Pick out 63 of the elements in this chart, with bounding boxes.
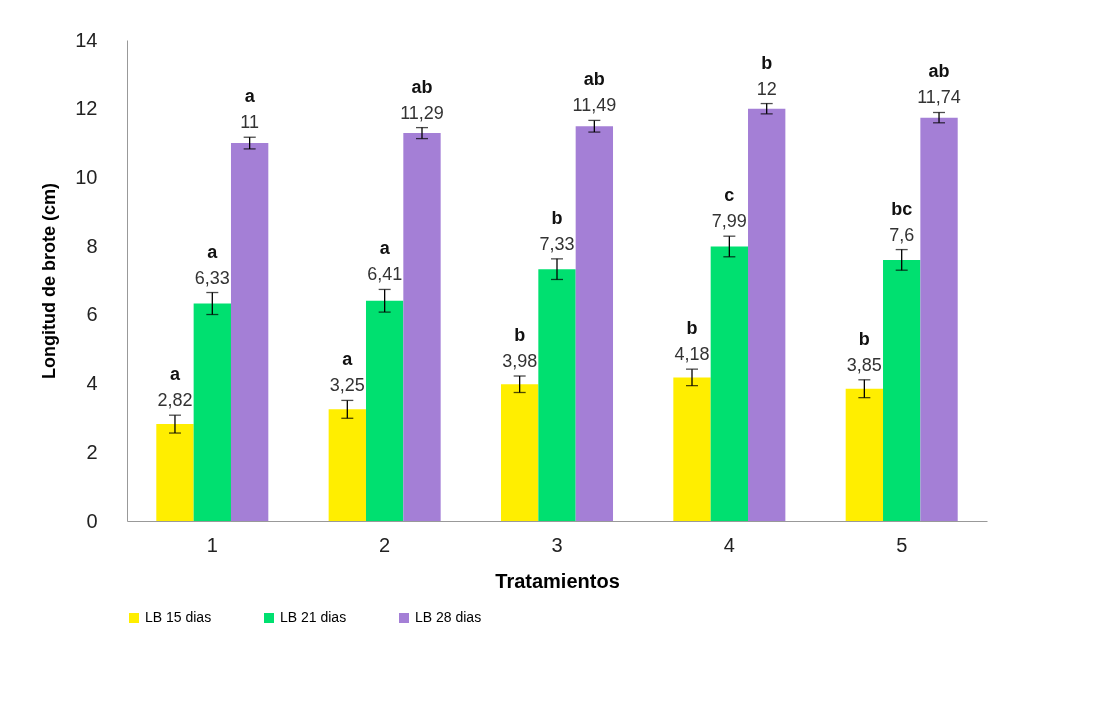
data-label: 3,85 bbox=[846, 354, 882, 375]
annotation: ab bbox=[583, 69, 605, 90]
y-tick-label: 4 bbox=[86, 372, 98, 395]
x-tick-label: 3 bbox=[551, 533, 563, 556]
data-label: 11,49 bbox=[572, 95, 617, 116]
data-label: 3,98 bbox=[502, 351, 538, 372]
data-label: 11,74 bbox=[917, 87, 961, 108]
bar bbox=[575, 126, 614, 521]
bar bbox=[845, 388, 884, 521]
data-label: 6,41 bbox=[367, 264, 403, 285]
y-tick-label: 6 bbox=[86, 303, 98, 326]
data-label: 7,6 bbox=[889, 224, 915, 245]
data-label: 11,29 bbox=[400, 102, 444, 123]
legend-label: LB 21 dias bbox=[280, 609, 347, 625]
x-tick-label: 2 bbox=[379, 533, 391, 556]
annotation: a bbox=[207, 241, 219, 262]
annotation: ab bbox=[411, 76, 433, 97]
annotation: b bbox=[514, 325, 526, 346]
data-label: 12 bbox=[756, 78, 777, 99]
bar bbox=[156, 424, 194, 521]
annotation: c bbox=[724, 185, 735, 206]
annotation: b bbox=[761, 52, 773, 73]
annotation: bc bbox=[891, 198, 913, 219]
bar bbox=[748, 108, 786, 521]
annotation: b bbox=[858, 328, 870, 349]
bar bbox=[538, 269, 576, 521]
data-label: 7,33 bbox=[539, 233, 575, 254]
x-tick-label: 4 bbox=[723, 533, 735, 556]
y-tick-label: 2 bbox=[86, 440, 98, 463]
data-label: 11 bbox=[240, 112, 259, 133]
annotation: a bbox=[244, 86, 256, 107]
y-tick-label: 10 bbox=[75, 165, 98, 188]
legend-label: LB 15 dias bbox=[145, 609, 212, 625]
annotation: b bbox=[686, 318, 698, 339]
y-tick-label: 8 bbox=[86, 234, 98, 257]
annotation: a bbox=[342, 349, 354, 370]
bar bbox=[328, 409, 366, 521]
bar bbox=[920, 117, 958, 521]
data-label: 6,33 bbox=[194, 267, 230, 288]
bar bbox=[500, 384, 539, 521]
x-axis-title: Tratamientos bbox=[495, 569, 620, 592]
bar bbox=[710, 246, 749, 521]
bar bbox=[403, 133, 441, 521]
bar bbox=[365, 300, 404, 521]
bar bbox=[883, 259, 921, 521]
data-label: 7,99 bbox=[711, 211, 747, 232]
bar bbox=[230, 143, 269, 521]
bar bbox=[193, 303, 231, 521]
y-tick-label: 14 bbox=[75, 28, 98, 51]
data-label: 2,82 bbox=[157, 390, 193, 411]
data-label: 4,18 bbox=[674, 344, 710, 365]
annotation: ab bbox=[928, 61, 950, 82]
y-tick-label: 12 bbox=[75, 97, 98, 120]
y-tick-label: 0 bbox=[86, 509, 98, 532]
annotation: a bbox=[169, 364, 181, 385]
bar bbox=[673, 377, 711, 521]
data-label: 3,25 bbox=[329, 375, 365, 396]
annotation: b bbox=[551, 207, 563, 228]
annotation: a bbox=[379, 238, 391, 259]
x-tick-label: 1 bbox=[206, 533, 218, 556]
y-axis-title: Longitud de brote (cm) bbox=[39, 183, 60, 379]
legend-label: LB 28 dias bbox=[415, 609, 482, 625]
x-tick-label: 5 bbox=[896, 533, 908, 556]
